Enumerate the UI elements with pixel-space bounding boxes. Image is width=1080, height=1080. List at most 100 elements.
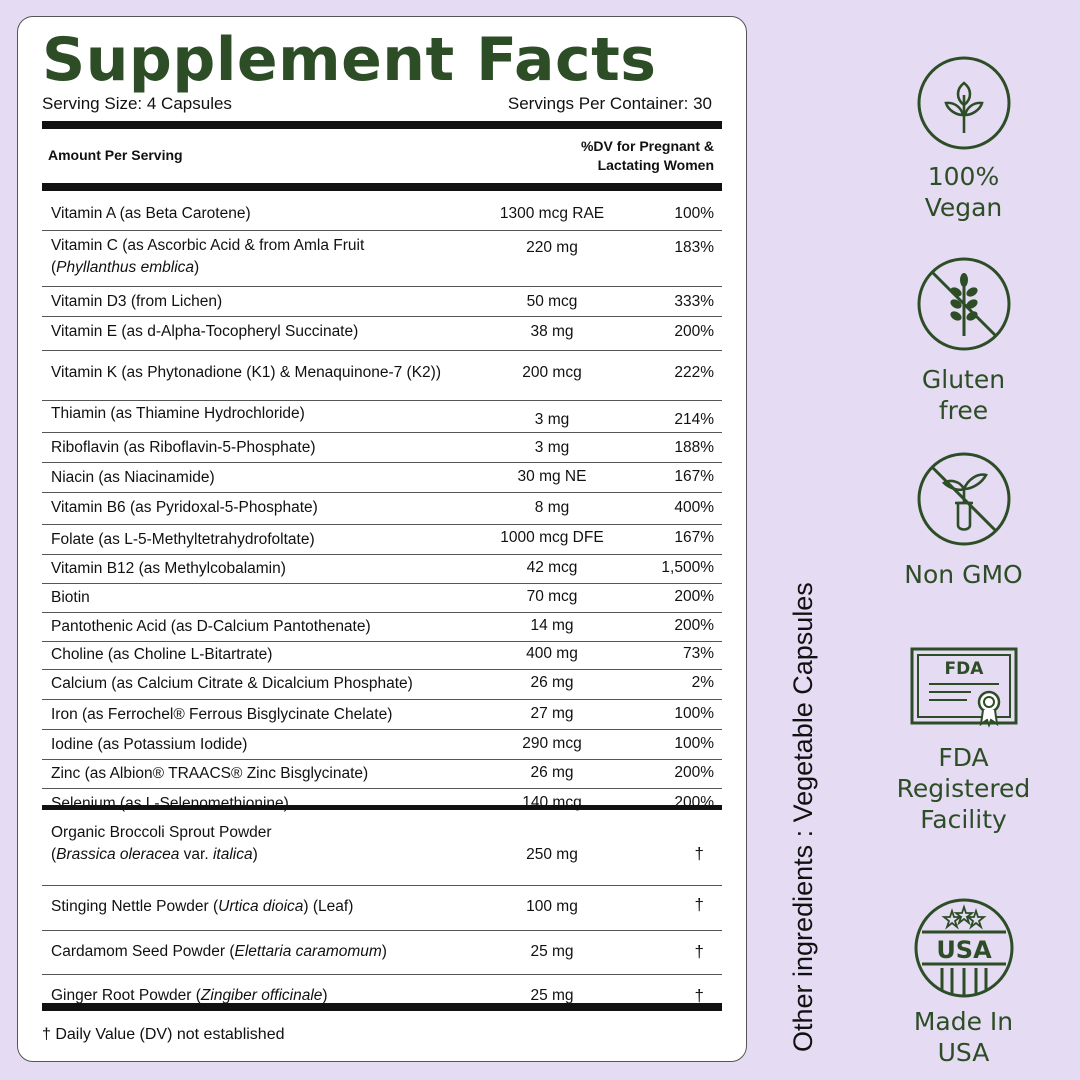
botanical-name-prefix: Stinging Nettle Powder ( — [51, 898, 219, 915]
badge-label-line3: Facility — [920, 805, 1007, 834]
nutrient-amount: 26 mg — [530, 764, 574, 781]
nutrient-amount: 1300 mcg RAE — [499, 205, 605, 222]
nutrient-dv: 222% — [674, 364, 714, 381]
nutrient-dv: 73% — [682, 645, 714, 662]
nutrient-name: Vitamin A (as Beta Carotene) — [51, 205, 251, 222]
table-row: Choline (as Choline L-Bitartrate) 400 mg… — [42, 642, 722, 670]
table-row: Vitamin B6 (as Pyridoxal-5-Phosphate) 8 … — [42, 493, 722, 525]
vegan-leaf-icon — [917, 56, 1010, 150]
nutrient-name: Vitamin D3 (from Lichen) — [51, 293, 223, 310]
nutrient-amount: 26 mg — [530, 674, 574, 691]
botanical-name-italic: Elettaria caramomum — [234, 943, 382, 960]
botanical-name-line2-italic2: italica — [212, 846, 253, 863]
table-row: Iron (as Ferrochel® Ferrous Bisglycinate… — [42, 700, 722, 730]
nutrient-dv: 1,500% — [661, 559, 714, 576]
nutrient-name: Niacin (as Niacinamide) — [51, 469, 215, 486]
nutrient-name: Riboflavin (as Riboflavin-5-Phosphate) — [51, 439, 316, 456]
nutrient-dv: 400% — [674, 499, 714, 516]
nutrient-dv: 188% — [674, 439, 714, 456]
nutrient-amount: 220 mg — [526, 239, 578, 256]
nutrient-dv: 2% — [691, 674, 714, 691]
nutrient-dv: 200% — [674, 588, 714, 605]
nutrient-amount: 30 mg NE — [517, 468, 587, 485]
nutrient-name: Calcium (as Calcium Citrate & Dicalcium … — [51, 675, 413, 692]
nutrient-amount: 38 mg — [530, 323, 574, 340]
nutrient-dv: 200% — [674, 323, 714, 340]
page-title: Supplement Facts — [42, 25, 657, 95]
nutrient-name: Vitamin B6 (as Pyridoxal-5-Phosphate) — [51, 499, 318, 516]
botanical-amount: 100 mg — [526, 898, 578, 915]
dv-heading-line1: %DV for Pregnant & — [580, 138, 714, 154]
nutrient-amount: 400 mg — [526, 645, 578, 662]
table-row: Vitamin A (as Beta Carotene) 1300 mcg RA… — [42, 197, 722, 231]
nutrient-name: Folate (as L-5-Methyltetrahydrofoltate) — [51, 531, 315, 548]
other-ingredients: Other ingredients : Vegetable Capsules — [788, 582, 818, 1052]
gluten-free-icon — [917, 257, 1010, 351]
botanical-name-line2-prefix: ( — [51, 846, 57, 863]
badge-non-gmo: Non GMO — [896, 451, 1031, 590]
dagger-mark: † — [694, 986, 704, 1005]
botanical-name: Stinging Nettle Powder (Urtica dioica) (… — [51, 896, 353, 918]
badge-label: Gluten free — [921, 365, 1006, 425]
nutrient-name: Iodine (as Potassium Iodide) — [51, 736, 248, 753]
table-row: Biotin 70 mcg 200% — [42, 584, 722, 613]
table-row: Riboflavin (as Riboflavin-5-Phosphate) 3… — [42, 433, 722, 463]
badge-vegan: 100% Vegan — [896, 55, 1031, 223]
nutrient-name-line1: Vitamin C (as Ascorbic Acid & from Amla … — [51, 237, 365, 254]
nutrient-amount: 50 mcg — [526, 293, 578, 310]
botanical-name-line2-mid: var. — [179, 846, 213, 863]
table-row: Vitamin C (as Ascorbic Acid & from Amla … — [42, 231, 722, 287]
table-row: Vitamin K (as Phytonadione (K1) & Menaqu… — [42, 351, 722, 401]
nutrient-dv: 167% — [674, 468, 714, 485]
nutrient-name: Biotin — [51, 589, 90, 606]
nutrient-name-line2-suffix: ) — [194, 259, 200, 276]
table-row: Vitamin B12 (as Methylcobalamin) 42 mcg … — [42, 555, 722, 584]
dv-heading-line2: Lactating Women — [597, 157, 714, 173]
botanical-name: Organic Broccoli Sprout Powder (Brassica… — [51, 822, 272, 866]
nutrient-name: Choline (as Choline L-Bitartrate) — [51, 646, 273, 663]
nutrient-amount: 200 mcg — [522, 364, 582, 381]
table-row: Calcium (as Calcium Citrate & Dicalcium … — [42, 670, 722, 700]
nutrient-dv: 214% — [674, 411, 714, 428]
table-row: Thiamin (as Thiamine Hydrochloride) 3 mg… — [42, 401, 722, 433]
botanical-name-line2-suffix: ) — [252, 846, 258, 863]
nutrient-amount: 290 mcg — [522, 735, 582, 752]
badge-gluten-free: Gluten free — [896, 256, 1031, 426]
botanical-name-italic: Urtica dioica — [218, 898, 304, 915]
serving-size: Serving Size: 4 Capsules — [42, 94, 232, 113]
header-divider — [42, 183, 722, 191]
botanical-name: Cardamom Seed Powder (Elettaria caramomu… — [51, 941, 387, 963]
botanical-name-prefix: Ginger Root Powder ( — [51, 987, 201, 1004]
table-row: Vitamin D3 (from Lichen) 50 mcg 333% — [42, 287, 722, 317]
supplement-facts-panel: Supplement Facts Serving Size: 4 Capsule… — [17, 16, 747, 1062]
nutrient-amount: 8 mg — [534, 499, 570, 516]
botanicals-divider — [42, 805, 722, 810]
dagger-mark: † — [694, 895, 704, 914]
table-row: Vitamin E (as d-Alpha-Tocopheryl Succina… — [42, 317, 722, 351]
botanical-amount: 25 mg — [530, 943, 574, 960]
nutrient-amount: 42 mcg — [526, 559, 578, 576]
botanical-name-prefix: Cardamom Seed Powder ( — [51, 943, 235, 960]
badge-label: FDA Registered Facility — [896, 742, 1031, 835]
fda-certificate-icon: FDA — [910, 647, 1017, 728]
botanical-name-italic: Zingiber officinale — [200, 987, 323, 1004]
botanical-name-suffix: ) (Leaf) — [303, 898, 354, 915]
seal-text: USA — [936, 936, 992, 964]
badge-label-line2: Registered — [896, 774, 1031, 803]
nutrient-name-line2-prefix: ( — [51, 259, 57, 276]
nutrient-amount: 70 mcg — [526, 588, 578, 605]
nutrient-name: Vitamin K (as Phytonadione (K1) & Menaqu… — [51, 364, 442, 381]
table-row: Niacin (as Niacinamide) 30 mg NE 167% — [42, 463, 722, 493]
badge-label: 100% Vegan — [924, 162, 1003, 222]
dagger-mark: † — [694, 844, 704, 863]
nutrient-amount: 1000 mcg DFE — [500, 529, 604, 546]
badge-made-in-usa: USA Made In USA — [896, 896, 1031, 1068]
table-row: Cardamom Seed Powder (Elettaria caramomu… — [42, 931, 722, 975]
top-divider — [42, 121, 722, 129]
botanical-amount: 250 mg — [526, 846, 578, 863]
nutrient-name: Zinc (as Albion® TRAACS® Zinc Bisglycina… — [51, 765, 369, 782]
table-row: Folate (as L-5-Methyltetrahydrofoltate) … — [42, 525, 722, 555]
botanical-name: Ginger Root Powder (Zingiber officinale) — [51, 985, 328, 1007]
badge-label: Made In USA — [913, 1007, 1014, 1067]
nutrient-name: Iron (as Ferrochel® Ferrous Bisglycinate… — [51, 706, 393, 723]
